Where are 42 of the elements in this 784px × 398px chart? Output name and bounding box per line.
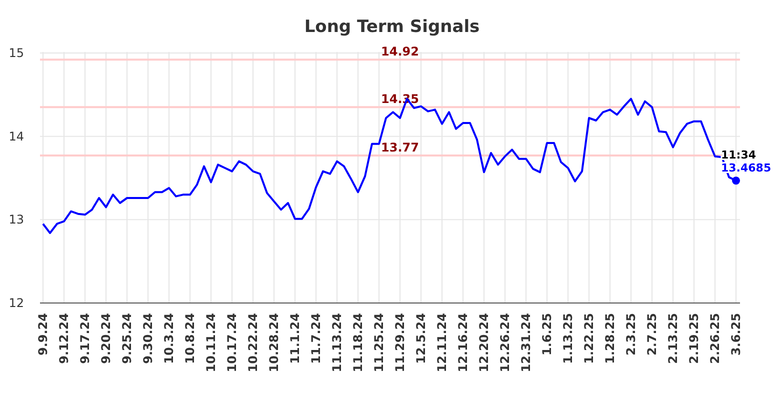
x-tick-label: 12.16.24: [456, 313, 470, 372]
x-tick-label: 12.31.24: [519, 313, 533, 372]
x-tick-label: 1.28.25: [603, 313, 617, 364]
x-tick-label: 11.18.24: [351, 313, 365, 372]
y-tick-label: 12: [8, 296, 24, 310]
x-tick-label: 2.7.25: [645, 313, 659, 356]
x-tick-label: 2.13.25: [666, 313, 680, 364]
x-tick-label: 11.7.24: [309, 313, 323, 364]
x-tick-label: 12.5.24: [414, 313, 428, 364]
x-tick-label: 1.22.25: [582, 313, 596, 364]
ref-line-label: 14.92: [381, 44, 419, 59]
x-tick-label: 9.12.24: [57, 313, 71, 364]
x-tick-label: 9.30.24: [141, 313, 155, 364]
y-tick-label: 13: [8, 212, 24, 227]
annotation: 11:34: [721, 148, 756, 162]
x-tick-label: 10.17.24: [225, 313, 239, 372]
x-tick-label: 2.19.25: [687, 313, 701, 364]
x-tick-label: 12.11.24: [435, 313, 449, 372]
x-tick-label: 1.6.25: [540, 313, 554, 356]
x-tick-label: 11.29.24: [393, 313, 407, 372]
x-tick-label: 10.11.24: [204, 313, 218, 372]
chart-title: Long Term Signals: [304, 17, 480, 37]
x-tick-label: 9.25.24: [120, 313, 134, 364]
x-tick-label: 11.1.24: [288, 313, 302, 364]
x-tick-label: 12.20.24: [477, 313, 491, 372]
x-tick-label: 2.3.25: [624, 313, 638, 356]
x-tick-label: 11.25.24: [372, 313, 386, 372]
x-tick-label: 9.9.24: [36, 313, 50, 356]
x-tick-label: 10.8.24: [183, 313, 197, 364]
x-tick-label: 9.17.24: [78, 313, 92, 364]
x-tick-label: 10.28.24: [267, 313, 281, 372]
x-tick-label: 1.13.25: [561, 313, 575, 364]
ref-line-label: 13.77: [381, 140, 419, 154]
x-tick-label: 9.20.24: [99, 313, 113, 364]
x-tick-label: 12.26.24: [498, 313, 512, 372]
x-tick-label: 3.6.25: [729, 313, 743, 356]
x-tick-label: 10.3.24: [162, 313, 176, 364]
x-tick-label: 11.13.24: [330, 313, 344, 372]
x-tick-label: 10.22.24: [246, 313, 260, 372]
y-tick-label: 15: [8, 46, 24, 60]
x-tick-label: 2.26.25: [708, 313, 722, 364]
y-tick-label: 14: [8, 129, 24, 144]
